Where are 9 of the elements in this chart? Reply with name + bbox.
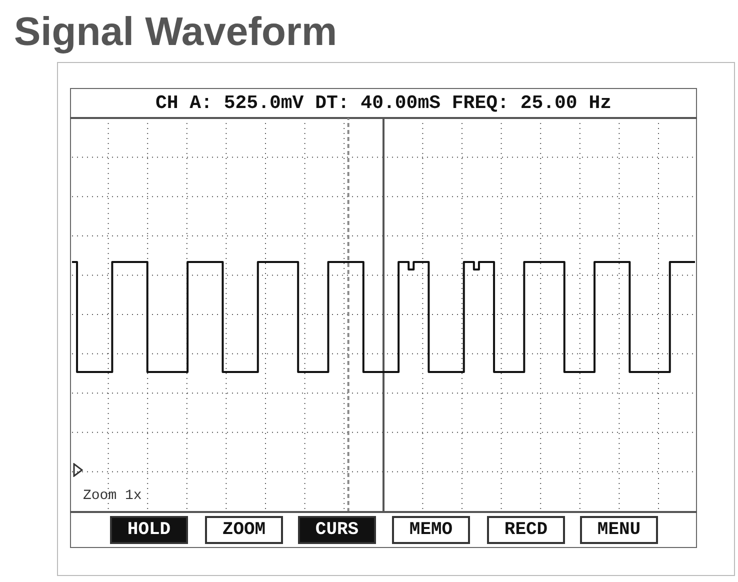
- annotation: Zoom 1x: [83, 488, 142, 504]
- chart-subtitle: CH A: 525.0mV DT: 40.00mS FREQ: 25.00 Hz: [70, 89, 697, 119]
- text: HOLD: [110, 516, 188, 544]
- chart-title: Signal Waveform: [14, 9, 338, 56]
- text: MENU: [580, 516, 658, 544]
- text: CURS: [298, 516, 376, 544]
- text: ZOOM: [205, 516, 283, 544]
- text: RECD: [487, 516, 565, 544]
- text: MEMO: [392, 516, 470, 544]
